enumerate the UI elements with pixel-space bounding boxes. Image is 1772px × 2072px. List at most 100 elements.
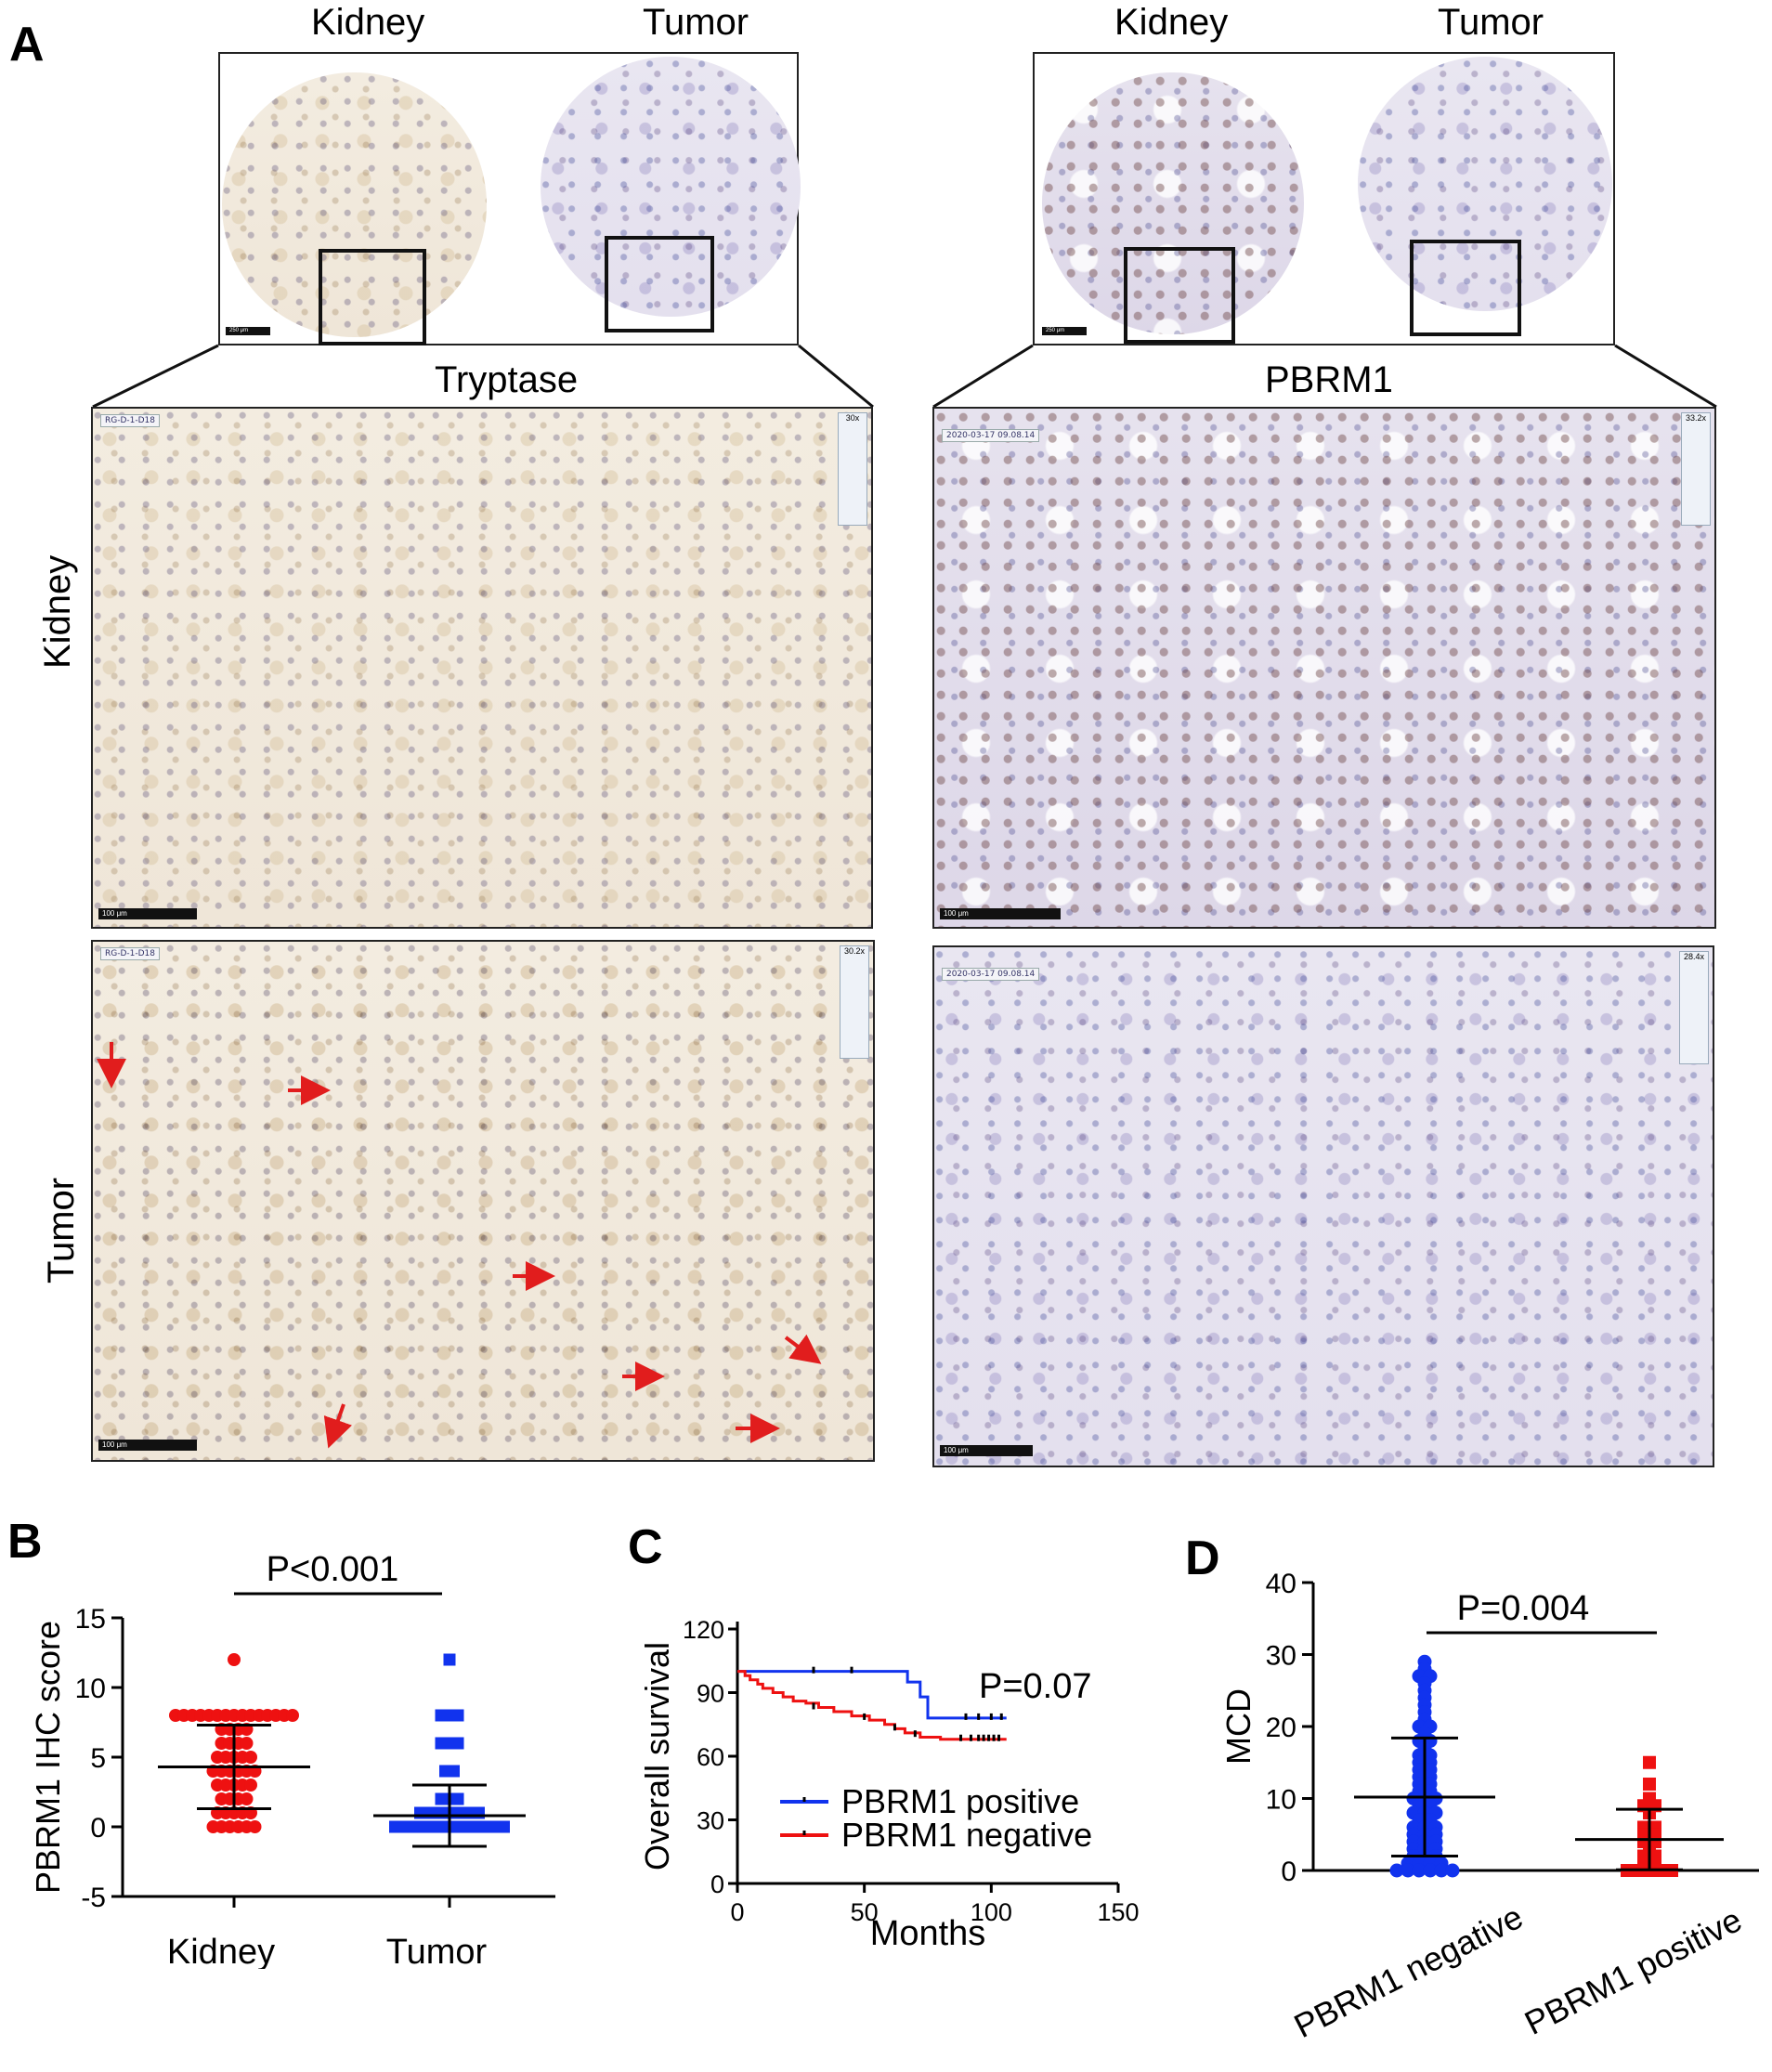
scale-bar: 100 μm xyxy=(98,908,197,919)
zoom-level: 33.2x xyxy=(1685,413,1707,423)
viewer-controls: 30.2x xyxy=(840,945,869,1059)
data-point xyxy=(1643,1755,1656,1769)
overview-left-image: 250 μm xyxy=(218,52,801,345)
data-point xyxy=(1643,1778,1656,1791)
data-point xyxy=(451,1737,464,1750)
panel-label-d: D xyxy=(1185,1531,1220,1585)
tryptase-title: Tryptase xyxy=(435,359,579,400)
legend-label: PBRM1 positive xyxy=(841,1782,1079,1820)
data-point xyxy=(244,1779,257,1792)
data-point xyxy=(1434,1863,1449,1878)
data-point xyxy=(448,1765,460,1778)
overview-right-tumor-label: Tumor xyxy=(1438,2,1544,43)
arrow xyxy=(323,1403,353,1449)
p-value-label: P=0.004 xyxy=(1457,1589,1590,1628)
slide-tag: 2020-03-17 09.08.14 xyxy=(942,968,1040,981)
x-tick-label: 100 xyxy=(971,1898,1012,1926)
y-tick-label: 0 xyxy=(90,1813,106,1844)
kidney-core xyxy=(222,72,487,337)
connector-line xyxy=(1614,344,1717,409)
y-tick-label: 20 xyxy=(1266,1713,1296,1743)
tumor-zoom-box xyxy=(605,236,714,332)
kidney-zoom-box xyxy=(319,249,426,345)
data-point xyxy=(451,1792,464,1805)
connector-line xyxy=(798,344,874,409)
scale-bar: 100 μm xyxy=(940,1445,1033,1456)
y-tick-label: 10 xyxy=(75,1674,106,1704)
panel-label-a: A xyxy=(9,18,45,72)
y-tick-label: -5 xyxy=(81,1883,106,1913)
y-tick-label: 30 xyxy=(1266,1641,1296,1672)
panel-label-c: C xyxy=(628,1520,663,1574)
data-point xyxy=(240,1737,254,1750)
arrow xyxy=(784,1334,822,1364)
chart-b: -5 0 5 10 15 PBRM1 IHC score Kidney Tumor P<0.00… xyxy=(29,1550,555,1969)
survival-curve xyxy=(737,1670,1007,1741)
kidney-core xyxy=(1042,72,1304,334)
slide-tag: RG-D-1-D18 xyxy=(100,414,161,427)
overview-right-kidney-label: Kidney xyxy=(1114,2,1229,43)
overview-scale-bar: 250 μm xyxy=(1042,327,1087,335)
y-axis-label: Overall survival xyxy=(638,1642,676,1870)
y-axis-label: MCD xyxy=(1219,1688,1257,1765)
data-point xyxy=(240,1792,254,1805)
overview-right-image: 250 μm xyxy=(1033,52,1615,345)
row-label-tumor: Tumor xyxy=(41,1177,82,1284)
x-tick-label: PBRM1 positive xyxy=(1518,1900,1748,2042)
y-tick-label: 120 xyxy=(683,1616,724,1644)
scale-bar: 100 μm xyxy=(940,908,1061,919)
tumor-zoom-box xyxy=(1410,240,1521,336)
viewer-controls: 33.2x xyxy=(1681,412,1711,526)
data-point xyxy=(244,1751,257,1764)
y-tick-label: 0 xyxy=(710,1870,724,1898)
overview-left-tumor-label: Tumor xyxy=(643,2,749,43)
zoom-connectors xyxy=(92,344,1717,409)
connector-line xyxy=(932,344,1034,409)
data-point xyxy=(1401,1863,1415,1878)
x-tick-label: 0 xyxy=(730,1898,744,1926)
tumor-core xyxy=(541,57,801,317)
x-tick-label: Tumor xyxy=(386,1933,488,1969)
micrograph-tryptase-kidney: RG-D-1-D18 30x 100 μm xyxy=(91,407,873,929)
viewer-controls: 28.4x xyxy=(1679,951,1709,1064)
pbrm1-title: PBRM1 xyxy=(1265,359,1393,400)
y-tick-label: 90 xyxy=(697,1680,724,1708)
data-point xyxy=(473,1806,485,1819)
data-point xyxy=(1389,1863,1404,1878)
y-tick-label: 60 xyxy=(697,1743,724,1771)
chart-c: 0 30 60 90 120 0 50 100 150 Months Overall surviva… xyxy=(638,1616,1140,1953)
slide-tag: RG-D-1-D18 xyxy=(100,947,161,960)
overview-left-kidney-label: Kidney xyxy=(311,2,425,43)
data-point xyxy=(1423,1863,1438,1878)
p-value-label: P=0.07 xyxy=(979,1667,1092,1706)
x-tick-label: 150 xyxy=(1097,1898,1139,1926)
data-point xyxy=(1412,1863,1427,1878)
slide-tag: 2020-03-17 09.08.14 xyxy=(942,429,1040,442)
mast-cell-arrows xyxy=(97,1042,822,1449)
micrograph-pbrm1-tumor: 2020-03-17 09.08.14 28.4x 100 μm xyxy=(932,945,1714,1467)
y-tick-label: 30 xyxy=(697,1807,724,1835)
survival-curve xyxy=(737,1670,1007,1720)
y-tick-label: 5 xyxy=(90,1743,106,1774)
y-tick-label: 0 xyxy=(1281,1857,1296,1887)
zoom-level: 30.2x xyxy=(843,946,866,956)
data-point xyxy=(248,1820,262,1833)
y-tick-label: 15 xyxy=(75,1604,106,1635)
x-axis-label: Months xyxy=(870,1914,986,1953)
scale-bar: 100 μm xyxy=(98,1440,197,1451)
data-point xyxy=(443,1653,456,1666)
row-label-kidney: Kidney xyxy=(37,554,78,669)
tumor-core xyxy=(1358,57,1612,311)
x-tick-label: PBRM1 negative xyxy=(1288,1897,1529,2045)
data-point xyxy=(451,1709,464,1722)
panel-label-b: B xyxy=(7,1515,43,1569)
data-point xyxy=(1445,1863,1460,1878)
kidney-zoom-box xyxy=(1124,247,1235,344)
overview-scale-bar: 250 μm xyxy=(226,327,270,335)
micrograph-pbrm1-kidney: 2020-03-17 09.08.14 33.2x 100 μm xyxy=(932,407,1716,929)
zoom-level: 30x xyxy=(845,413,860,423)
y-tick-label: 10 xyxy=(1266,1785,1296,1816)
viewer-controls: 30x xyxy=(838,412,867,526)
y-axis-label: PBRM1 IHC score xyxy=(29,1621,67,1894)
